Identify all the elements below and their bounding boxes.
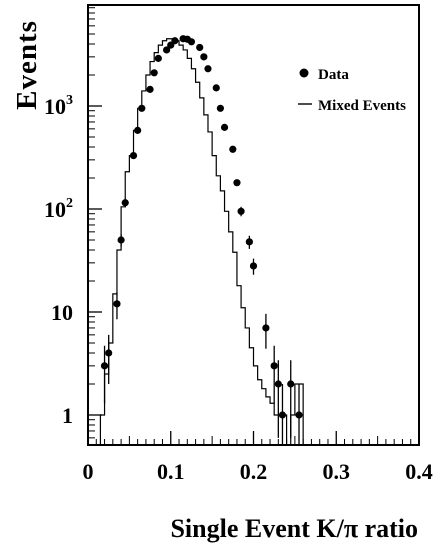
data-point: [278, 411, 287, 419]
data-point: [187, 38, 196, 46]
plot-frame: [87, 4, 420, 446]
y-tick-label: 1: [62, 403, 73, 428]
data-point: [200, 53, 208, 61]
data-point: [113, 300, 121, 308]
data-point: [212, 84, 220, 92]
data-point: [171, 37, 179, 45]
data-point: [100, 362, 109, 370]
x-tick-label: 0.2: [240, 459, 268, 484]
data-point: [154, 54, 162, 62]
legend: Data Mixed Events: [298, 67, 406, 114]
y-tick-exponent: 2: [66, 196, 73, 211]
data-point: [295, 411, 303, 419]
x-axis-ticks: 0 0.1 0.2 0.3 0.4: [83, 431, 433, 484]
y-axis-ticks: 1 10 102 103: [44, 7, 102, 439]
data-point: [121, 199, 129, 207]
data-point: [274, 380, 282, 388]
data-point: [249, 262, 258, 270]
histogram-layer: [99, 38, 320, 446]
legend-data-label: Data: [318, 67, 349, 83]
data-point-layer: [100, 35, 303, 419]
y-tick-label: 103: [44, 93, 73, 119]
legend-mixed-events-label: Mixed Events: [318, 98, 406, 114]
y-tick-exponent: 3: [66, 93, 73, 108]
data-point: [105, 349, 113, 357]
y-tick-label: 102: [44, 196, 73, 222]
x-axis-title: Single Event K/π ratio: [170, 514, 418, 543]
data-point: [216, 104, 224, 112]
data-point: [245, 238, 253, 246]
data-point: [270, 362, 278, 370]
data-point: [204, 65, 212, 73]
data-point: [146, 85, 154, 93]
data-point: [233, 179, 241, 187]
y-axis-title: Events: [11, 20, 43, 110]
data-point: [237, 207, 245, 215]
data-point: [262, 324, 270, 332]
data-point: [150, 69, 158, 77]
x-tick-label: 0.3: [323, 459, 351, 484]
data-point: [117, 236, 125, 244]
data-point: [287, 380, 295, 388]
data-point: [138, 104, 146, 112]
data-point: [196, 43, 204, 52]
y-tick-label: 10: [51, 300, 73, 325]
error-bar-layer: [103, 38, 300, 445]
data-point: [129, 151, 138, 160]
x-tick-label: 0.4: [405, 459, 433, 484]
data-point: [134, 126, 142, 134]
mixed-events-histogram: [99, 38, 320, 446]
legend-data-marker: [299, 68, 309, 78]
data-point: [229, 145, 237, 153]
x-tick-label: 0: [83, 459, 94, 484]
data-point: [220, 123, 229, 131]
data-point: [163, 46, 171, 54]
x-tick-label: 0.1: [157, 459, 185, 484]
